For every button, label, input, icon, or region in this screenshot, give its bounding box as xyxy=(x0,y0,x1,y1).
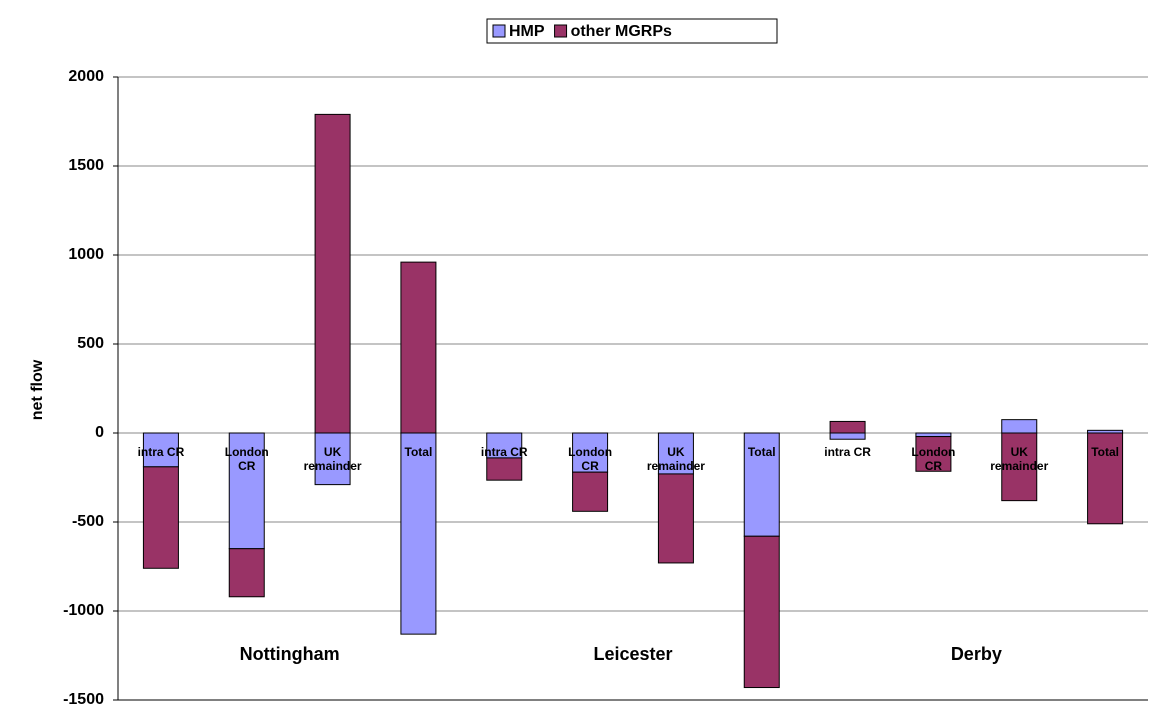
bar-segment xyxy=(314,113,351,434)
category-label: Total xyxy=(1091,445,1119,459)
bar-segment xyxy=(829,420,866,434)
bar-segment xyxy=(486,432,523,459)
y-tick-label: 2000 xyxy=(68,68,104,85)
bar-segment xyxy=(657,473,694,564)
y-tick-label: -500 xyxy=(72,513,104,530)
legend-label: HMP xyxy=(509,23,545,40)
bar-segment xyxy=(1001,432,1038,502)
category-label: Total xyxy=(747,445,776,459)
y-tick-label: 1500 xyxy=(68,157,104,174)
y-tick-label: 0 xyxy=(95,424,104,441)
bar-segment xyxy=(1087,432,1124,525)
bar-segment xyxy=(400,432,437,635)
y-tick-label: -1500 xyxy=(63,691,104,708)
category-label: UK remainder xyxy=(646,445,705,473)
y-tick-label: -1000 xyxy=(63,602,104,619)
category-label: London CR xyxy=(911,445,956,473)
category-label: London CR xyxy=(568,445,613,473)
bar-segment xyxy=(657,432,694,475)
bar-segment xyxy=(400,261,437,434)
bar-segment xyxy=(142,466,179,569)
category-label: intra CR xyxy=(137,445,185,459)
category-label: intra CR xyxy=(480,445,528,459)
bar-segment xyxy=(486,457,523,481)
bar-segment xyxy=(915,436,952,472)
legend-swatch xyxy=(492,24,506,38)
group-label: Leicester xyxy=(593,644,672,664)
bar-segment xyxy=(572,471,609,512)
category-label: intra CR xyxy=(824,445,871,459)
bar-segment xyxy=(743,535,780,689)
bar-segment xyxy=(142,432,179,468)
bar-segment xyxy=(915,432,952,438)
legend-swatch xyxy=(554,24,568,38)
category-label: UK remainder xyxy=(990,445,1049,473)
category-label: Total xyxy=(404,445,433,459)
y-tick-label: 500 xyxy=(77,335,104,352)
bar-segment xyxy=(572,432,609,473)
bar-segment xyxy=(228,432,265,550)
category-label: UK remainder xyxy=(303,445,362,473)
legend-box xyxy=(486,18,778,44)
bar-segment xyxy=(829,432,866,440)
category-label: London CR xyxy=(224,445,269,473)
group-label: Nottingham xyxy=(240,644,340,664)
group-label: Derby xyxy=(951,644,1002,664)
bar-segment xyxy=(228,548,265,598)
y-tick-label: 1000 xyxy=(68,246,104,263)
legend-label: other MGRPs xyxy=(571,23,672,40)
bar-segment xyxy=(1001,419,1038,434)
y-axis-label: net flow xyxy=(29,359,46,420)
bar-segment xyxy=(743,432,780,537)
